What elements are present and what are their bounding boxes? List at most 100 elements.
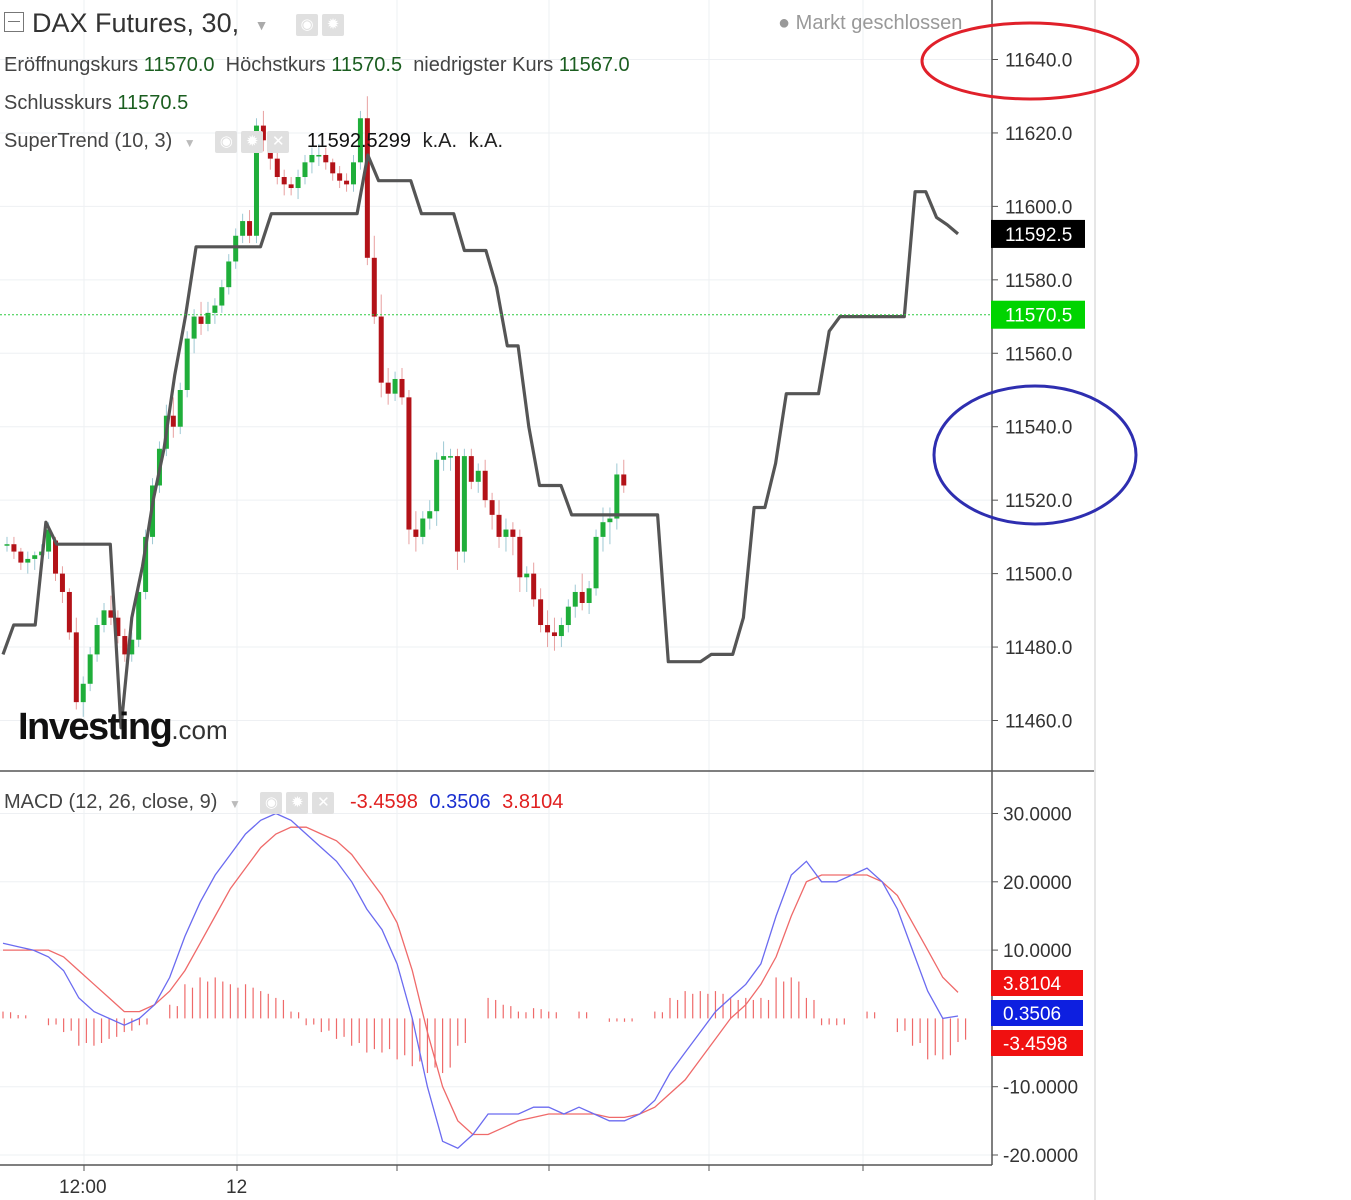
candle-body <box>330 162 336 174</box>
candle-body <box>177 390 183 427</box>
candle-body <box>212 305 218 313</box>
candle-body <box>247 221 253 236</box>
price-tick-label: 11540.0 <box>1005 418 1072 439</box>
high-value: 11570.5 <box>331 54 403 76</box>
macd-label: MACD (12, 26, close, 9) <box>4 791 218 813</box>
supertrend-line <box>1 153 960 730</box>
logo-suffix: .com <box>171 715 228 745</box>
candle-body <box>295 177 301 189</box>
candle-body <box>18 551 24 563</box>
candle-body <box>461 456 467 552</box>
candle-body <box>4 544 10 546</box>
candle-body <box>371 257 377 317</box>
candle-body <box>357 118 363 163</box>
macd-value-1: -3.4598 <box>350 791 418 813</box>
high-label: Höchstkurs <box>225 54 326 76</box>
candle-body <box>94 625 100 655</box>
candle-body <box>496 514 502 537</box>
candle-body <box>73 632 79 703</box>
signal-line <box>3 826 959 1136</box>
candle-body <box>572 591 578 607</box>
candle-body <box>233 235 239 262</box>
candle-body <box>475 470 481 482</box>
price-badge: 11570.5 <box>1005 306 1072 327</box>
candle-body <box>531 573 537 600</box>
instrument-header: DAX Futures, 30, ▼ ◉ ✹ <box>4 8 348 39</box>
candle-body <box>108 610 114 618</box>
candle-body <box>503 529 509 537</box>
candle-body <box>219 287 225 306</box>
candle-body <box>115 617 121 637</box>
gear-icon[interactable]: ✹ <box>286 791 309 814</box>
candle-body <box>170 415 176 427</box>
candle-body <box>399 378 405 398</box>
candle-body <box>593 536 599 589</box>
chevron-down-icon[interactable]: ▼ <box>254 16 269 33</box>
candle-body <box>586 588 592 603</box>
candle-body <box>240 221 246 236</box>
candle-body <box>385 382 391 394</box>
chevron-down-icon[interactable]: ▼ <box>183 136 196 150</box>
candle-body <box>524 573 530 578</box>
eye-icon[interactable]: ◉ <box>295 13 318 36</box>
candle-body <box>260 125 266 141</box>
eye-icon[interactable]: ◉ <box>215 130 238 153</box>
candle-body <box>323 154 329 163</box>
candle-body <box>46 529 52 552</box>
candle-body <box>191 316 197 339</box>
supertrend-na-2: k.A. <box>468 130 504 152</box>
collapse-icon[interactable] <box>4 11 24 32</box>
candle-body <box>621 474 627 486</box>
candle-body <box>143 536 149 592</box>
macd-tick-label: 10.0000 <box>1003 941 1072 962</box>
candle-body <box>434 459 440 512</box>
candle-body <box>302 162 308 178</box>
candle-body <box>101 610 107 626</box>
candle-body <box>129 639 135 655</box>
macd-value-2: 0.3506 <box>429 791 491 813</box>
candle-body <box>510 529 516 537</box>
ohlc-row: Eröffnungskurs 11570.0 Höchstkurs 11570.… <box>4 54 630 77</box>
candle-body <box>288 184 294 189</box>
candle-body <box>281 177 287 185</box>
red-annotation-ellipse <box>920 21 1140 101</box>
supertrend-legend: SuperTrend (10, 3) ▼ ◉ ✹ ✕ 11592.5299 k.A.… <box>4 130 503 153</box>
eye-icon[interactable]: ◉ <box>260 791 283 814</box>
candle-body <box>87 654 93 684</box>
candle-body <box>59 573 65 592</box>
candle-body <box>448 456 454 458</box>
low-value: 11567.0 <box>558 54 630 76</box>
macd-legend: MACD (12, 26, close, 9) ▼ ◉ ✹ ✕ -3.4598 0.… <box>4 791 563 814</box>
open-label: Eröffnungskurs <box>4 54 139 76</box>
price-tick-label: 11580.0 <box>1005 271 1072 292</box>
candle-body <box>11 544 17 552</box>
price-tick-label: 11480.0 <box>1005 638 1072 659</box>
gear-icon[interactable]: ✹ <box>241 130 264 153</box>
macd-badge-bg <box>991 1000 1083 1026</box>
close-icon[interactable]: ✕ <box>312 791 335 814</box>
candle-body <box>122 636 128 655</box>
supertrend-label: SuperTrend (10, 3) <box>4 130 173 152</box>
candle-body <box>551 632 557 637</box>
price-tick-label: 11620.0 <box>1005 124 1072 145</box>
candle-body <box>226 261 232 288</box>
gear-icon[interactable]: ✹ <box>321 13 344 36</box>
price-badge-bg <box>991 300 1085 329</box>
candle-body <box>309 154 315 163</box>
close-icon[interactable]: ✕ <box>267 130 290 153</box>
candle-body <box>413 529 419 537</box>
candle-body <box>136 591 142 640</box>
open-value: 11570.0 <box>143 54 215 76</box>
market-status-label: Markt geschlossen <box>795 12 963 34</box>
chevron-down-icon[interactable]: ▼ <box>228 797 241 811</box>
instrument-title: DAX Futures, 30, <box>32 8 240 38</box>
price-tick-label: 11560.0 <box>1005 344 1072 365</box>
candle-body <box>316 154 322 157</box>
supertrend-badge: 11592.5 <box>1005 225 1072 246</box>
candle-body <box>482 470 488 501</box>
candle-body <box>545 625 551 633</box>
candle-body <box>53 540 59 574</box>
macd-line <box>2 812 959 1149</box>
candle-body <box>32 555 38 559</box>
